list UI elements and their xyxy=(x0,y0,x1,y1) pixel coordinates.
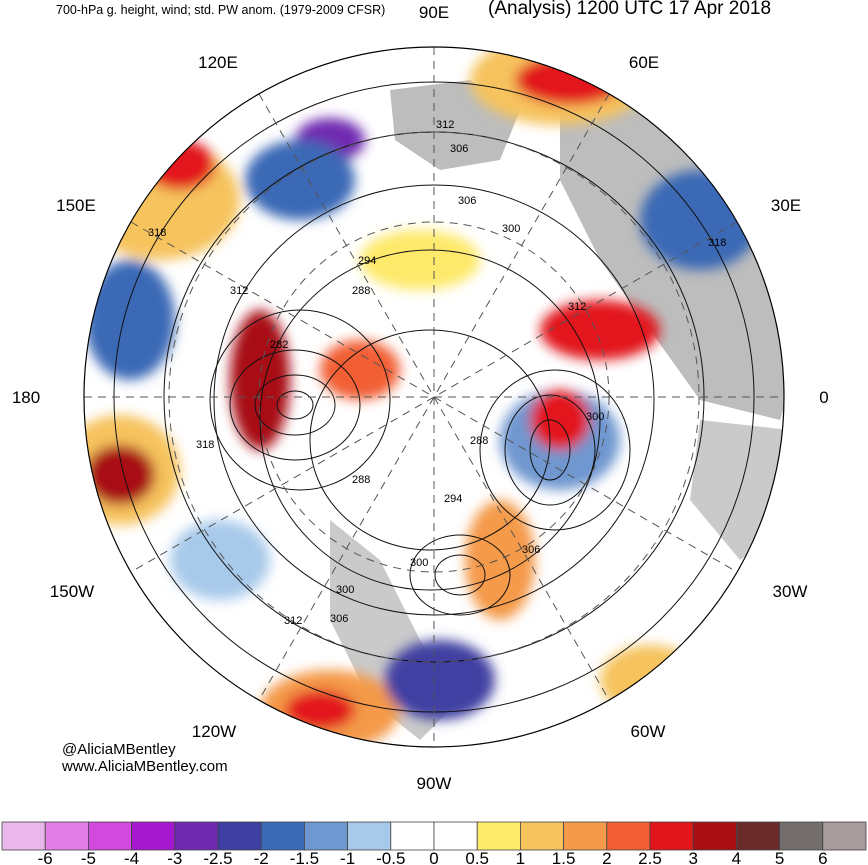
lon-label-30e: 30E xyxy=(771,196,801,215)
colorbar-swatch xyxy=(44,821,89,851)
contour-label: 312 xyxy=(230,285,248,297)
colorbar-swatch xyxy=(217,821,262,851)
contour-label: 306 xyxy=(330,613,348,625)
colorbar-swatch xyxy=(520,821,565,851)
longitude-labels: 90E 120E 60E 150E 30E 180 0 150W 30W 120… xyxy=(12,3,829,793)
analysis-time: (Analysis) 1200 UTC 17 Apr 2018 xyxy=(488,0,772,19)
colorbar-tick-label: -1.5 xyxy=(290,849,319,865)
colorbar-tick-label: -6 xyxy=(38,849,53,865)
contour-label: 300 xyxy=(586,411,604,423)
contour-labels: 312 306 306 300 318 294 288 312 282 318 … xyxy=(148,119,726,627)
colorbar-swatch xyxy=(1,821,46,851)
colorbar-tick-label: 6 xyxy=(818,849,827,865)
lon-label-60e: 60E xyxy=(629,53,659,72)
contour-label: 294 xyxy=(444,493,462,505)
contour-label: 288 xyxy=(352,285,370,297)
colorbar-swatch xyxy=(563,821,608,851)
lon-label-90e: 90E xyxy=(419,3,449,22)
colorbar-swatch xyxy=(433,821,478,851)
colorbar-swatch xyxy=(131,821,176,851)
colorbar-swatch xyxy=(303,821,348,851)
lon-label-150w: 150W xyxy=(50,582,94,601)
contour-label: 312 xyxy=(436,119,454,131)
contour-label: 306 xyxy=(450,143,468,155)
credit-handle: @AliciaMBentley xyxy=(62,741,176,758)
colorbar-tick-label: 3 xyxy=(688,849,697,865)
colorbar-tick-label: -2.5 xyxy=(203,849,232,865)
colorbar-swatch xyxy=(606,821,651,851)
colorbar-tick-label: 1 xyxy=(516,849,525,865)
colorbar-tick-label: 4 xyxy=(732,849,741,865)
lon-label-180: 180 xyxy=(12,388,40,407)
colorbar-tick-label: -3 xyxy=(167,849,182,865)
colorbar-tick-label: -1 xyxy=(340,849,355,865)
colorbar: -6 -5 -4 -3 -2.5 -2 -1.5 -1 -0.5 0 0.5 1 1.5 2 2.5 3 4 5 6 xyxy=(1,821,867,865)
colorbar-tick-label: 2.5 xyxy=(638,849,662,865)
colorbar-tick-label: -4 xyxy=(124,849,139,865)
credit-website: www.AliciaMBentley.com xyxy=(62,758,228,775)
colorbar-tick-label: 1.5 xyxy=(552,849,576,865)
colorbar-tick-label: 0.5 xyxy=(465,849,489,865)
colorbar-swatch xyxy=(822,821,867,851)
contour-label: 294 xyxy=(358,255,376,267)
contour-label: 288 xyxy=(352,474,370,486)
colorbar-swatch xyxy=(649,821,694,851)
colorbar-swatch xyxy=(174,821,219,851)
colorbar-swatch xyxy=(692,821,737,851)
contour-label: 282 xyxy=(270,339,288,351)
contour-label: 306 xyxy=(522,544,540,556)
contour-label: 288 xyxy=(470,435,488,447)
colorbar-tick-label: -0.5 xyxy=(376,849,405,865)
lon-label-150e: 150E xyxy=(56,196,96,215)
contour-label: 306 xyxy=(458,195,476,207)
lon-label-0: 0 xyxy=(819,388,828,407)
colorbar-swatch xyxy=(476,821,521,851)
contour-label: 300 xyxy=(502,223,520,235)
lon-label-30w: 30W xyxy=(773,582,808,601)
colorbar-tick-label: 5 xyxy=(775,849,784,865)
colorbar-swatch xyxy=(736,821,781,851)
anomaly-field xyxy=(84,47,784,747)
contour-label: 318 xyxy=(196,439,214,451)
lon-label-120w: 120W xyxy=(192,722,236,741)
colorbar-tick-label: -5 xyxy=(81,849,96,865)
contour-label: 318 xyxy=(148,227,166,239)
colorbar-tick-label: 2 xyxy=(602,849,611,865)
colorbar-swatch xyxy=(347,821,392,851)
contour-label: 312 xyxy=(284,615,302,627)
colorbar-swatch xyxy=(88,821,133,851)
contour-label: 318 xyxy=(708,237,726,249)
graticule xyxy=(84,47,784,747)
map-title: 700-hPa g. height, wind; std. PW anom. (… xyxy=(56,3,386,17)
contour-label: 300 xyxy=(410,557,428,569)
contour-label: 300 xyxy=(336,584,354,596)
colorbar-swatch xyxy=(779,821,824,851)
map-border xyxy=(83,46,785,748)
colorbar-swatch xyxy=(260,821,305,851)
colorbar-tick-label: 0 xyxy=(429,849,438,865)
colorbar-tick-label: -2 xyxy=(254,849,269,865)
lon-label-120e: 120E xyxy=(198,53,238,72)
lon-label-60w: 60W xyxy=(631,722,666,741)
contour-label: 312 xyxy=(568,301,586,313)
lon-label-90w: 90W xyxy=(417,774,452,793)
colorbar-swatch xyxy=(390,821,435,851)
